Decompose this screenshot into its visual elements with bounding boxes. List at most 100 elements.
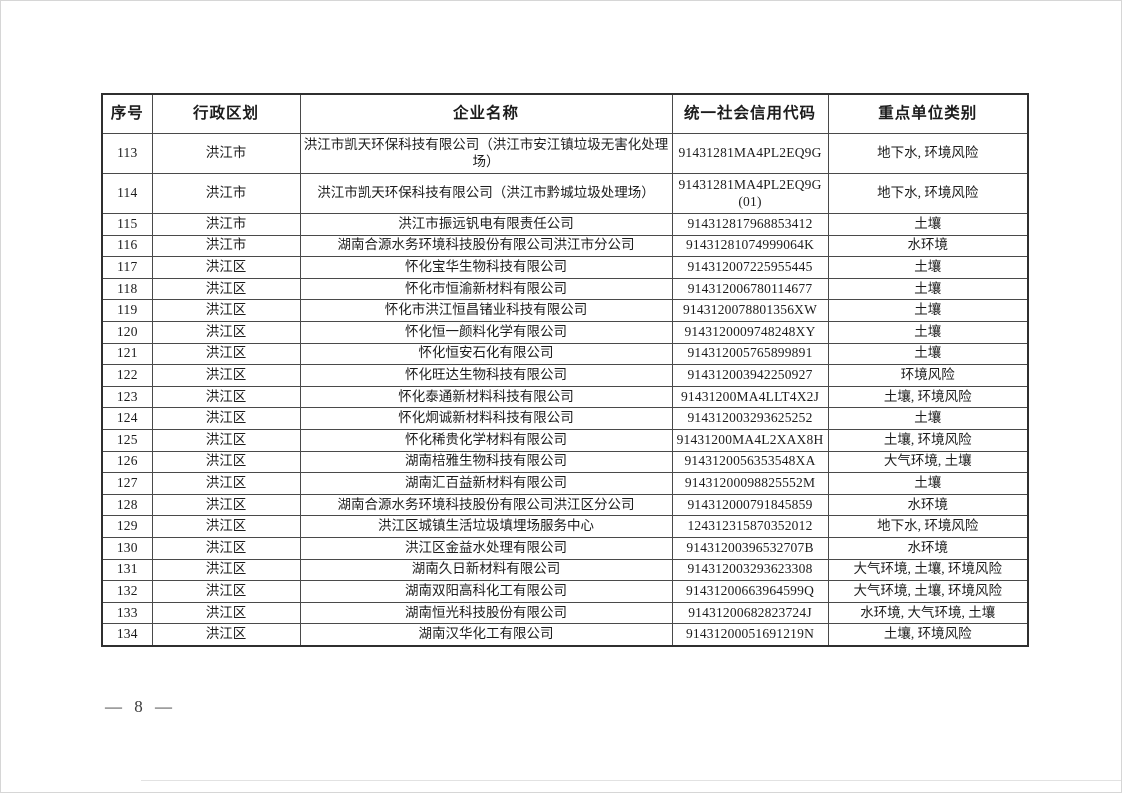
row-category: 土壤 [827, 299, 1029, 322]
row-company: 怀化宝华生物科技有限公司 [299, 256, 673, 279]
row-code: 9143120009748248XY [671, 320, 829, 344]
row-code: 9143120056353548XA [671, 450, 829, 474]
row-serial: 124 [101, 407, 153, 430]
row-serial: 134 [101, 623, 153, 647]
row-region: 洪江区 [151, 277, 301, 301]
row-code: 91431281MA4PL2EQ9G [671, 133, 829, 174]
row-region: 洪江区 [151, 450, 301, 474]
row-serial: 127 [101, 472, 153, 495]
table-row: 121 洪江区 怀化恒安石化有限公司 914312005765899891 土壤 [101, 342, 1029, 366]
row-code: 91431200396532707B [671, 536, 829, 560]
row-company: 怀化市恒渝新材料有限公司 [299, 277, 673, 301]
page-number: — 8 — [105, 697, 176, 716]
table-header: 序号 行政区划 企业名称 统一社会信用代码 重点单位类别 [101, 93, 1029, 134]
row-region: 洪江区 [151, 385, 301, 409]
row-category: 大气环境, 土壤, 环境风险 [827, 558, 1029, 582]
table-row: 126 洪江区 湖南棓雅生物科技有限公司 9143120056353548XA 大气环境… [101, 450, 1029, 474]
row-code: 914312003293623308 [671, 558, 829, 582]
col-header-category: 重点单位类别 [827, 93, 1029, 134]
table-row: 129 洪江区 洪江区城镇生活垃圾填埋场服务中心 124312315870352012… [101, 515, 1029, 538]
table-row: 130 洪江区 洪江区金益水处理有限公司 91431200396532707B 水环境 [101, 536, 1029, 560]
row-company: 怀化稀贵化学材料有限公司 [299, 428, 673, 452]
row-category: 地下水, 环境风险 [827, 173, 1029, 214]
scan-edge-line [141, 780, 1121, 781]
row-company: 洪江市凯天环保科技有限公司（洪江市安江镇垃圾无害化处理场） [299, 133, 673, 174]
row-serial: 129 [101, 515, 153, 538]
row-serial: 115 [101, 213, 153, 236]
row-code: 124312315870352012 [671, 515, 829, 538]
row-serial: 133 [101, 601, 153, 625]
row-company: 洪江市振远钒电有限责任公司 [299, 213, 673, 236]
row-code: 91431200682823724J [671, 601, 829, 625]
row-region: 洪江区 [151, 623, 301, 647]
row-serial: 114 [101, 173, 153, 214]
table-row: 124 洪江区 怀化炯诚新材料科技有限公司 914312003293625252 土壤 [101, 407, 1029, 430]
row-code: 91431200MA4L2XAX8H [671, 428, 829, 452]
row-code: 9143120078801356XW [671, 299, 829, 322]
row-region: 洪江区 [151, 256, 301, 279]
col-header-code: 统一社会信用代码 [671, 93, 829, 134]
table-row: 114 洪江市 洪江市凯天环保科技有限公司（洪江市黔城垃圾处理场） 91431281M… [101, 173, 1029, 214]
row-code: 914312003942250927 [671, 364, 829, 387]
row-company: 湖南久日新材料有限公司 [299, 558, 673, 582]
row-serial: 121 [101, 342, 153, 366]
row-code-line2: (01) [738, 193, 762, 209]
row-region: 洪江市 [151, 234, 301, 258]
row-serial: 130 [101, 536, 153, 560]
row-category: 大气环境, 土壤 [827, 450, 1029, 474]
row-serial: 117 [101, 256, 153, 279]
table-row: 116 洪江市 湖南合源水务环境科技股份有限公司洪江市分公司 914312810749… [101, 234, 1029, 258]
row-company: 湖南合源水务环境科技股份有限公司洪江区分公司 [299, 493, 673, 517]
row-code: 91431200051691219N [671, 623, 829, 647]
row-region: 洪江区 [151, 558, 301, 582]
row-serial: 123 [101, 385, 153, 409]
row-code: 914312817968853412 [671, 213, 829, 236]
row-company: 怀化旺达生物科技有限公司 [299, 364, 673, 387]
row-region: 洪江区 [151, 493, 301, 517]
table-row: 132 洪江区 湖南双阳高科化工有限公司 91431200663964599Q 大气环境… [101, 580, 1029, 603]
row-region: 洪江区 [151, 515, 301, 538]
row-company: 湖南双阳高科化工有限公司 [299, 580, 673, 603]
row-category: 地下水, 环境风险 [827, 515, 1029, 538]
table-row: 118 洪江区 怀化市恒渝新材料有限公司 914312006780114677 土壤 [101, 277, 1029, 301]
row-category: 水环境 [827, 493, 1029, 517]
row-serial: 122 [101, 364, 153, 387]
row-region: 洪江区 [151, 299, 301, 322]
row-company: 怀化炯诚新材料科技有限公司 [299, 407, 673, 430]
row-region: 洪江区 [151, 320, 301, 344]
row-region: 洪江区 [151, 601, 301, 625]
row-serial: 126 [101, 450, 153, 474]
row-category: 水环境 [827, 536, 1029, 560]
row-code-line1: 91431281MA4PL2EQ9G [678, 176, 822, 192]
table-row: 123 洪江区 怀化泰通新材料科技有限公司 91431200MA4LLT4X2J 土壤,… [101, 385, 1029, 409]
row-region: 洪江区 [151, 364, 301, 387]
table-body: 113 洪江市 洪江市凯天环保科技有限公司（洪江市安江镇垃圾无害化处理场） 91431… [101, 133, 1029, 647]
row-category: 水环境, 大气环境, 土壤 [827, 601, 1029, 625]
row-category: 土壤 [827, 472, 1029, 495]
row-serial: 128 [101, 493, 153, 517]
row-company: 怀化市洪江恒昌锗业科技有限公司 [299, 299, 673, 322]
table-row: 125 洪江区 怀化稀贵化学材料有限公司 91431200MA4L2XAX8H 土壤, … [101, 428, 1029, 452]
row-region: 洪江市 [151, 213, 301, 236]
row-code: 91431281074999064K [671, 234, 829, 258]
row-code: 914312005765899891 [671, 342, 829, 366]
row-company: 湖南合源水务环境科技股份有限公司洪江市分公司 [299, 234, 673, 258]
row-code: 91431200663964599Q [671, 580, 829, 603]
row-category: 水环境 [827, 234, 1029, 258]
row-serial: 132 [101, 580, 153, 603]
row-region: 洪江区 [151, 536, 301, 560]
row-category: 土壤 [827, 256, 1029, 279]
row-code: 914312007225955445 [671, 256, 829, 279]
table-row: 134 洪江区 湖南汉华化工有限公司 91431200051691219N 土壤, 环境… [101, 623, 1029, 647]
row-code: 914312003293625252 [671, 407, 829, 430]
row-serial: 118 [101, 277, 153, 301]
table-row: 119 洪江区 怀化市洪江恒昌锗业科技有限公司 9143120078801356XW 土… [101, 299, 1029, 322]
row-category: 土壤 [827, 213, 1029, 236]
row-company: 洪江区金益水处理有限公司 [299, 536, 673, 560]
row-serial: 125 [101, 428, 153, 452]
col-header-region: 行政区划 [151, 93, 301, 134]
row-serial: 120 [101, 320, 153, 344]
row-category: 环境风险 [827, 364, 1029, 387]
row-region: 洪江区 [151, 407, 301, 430]
